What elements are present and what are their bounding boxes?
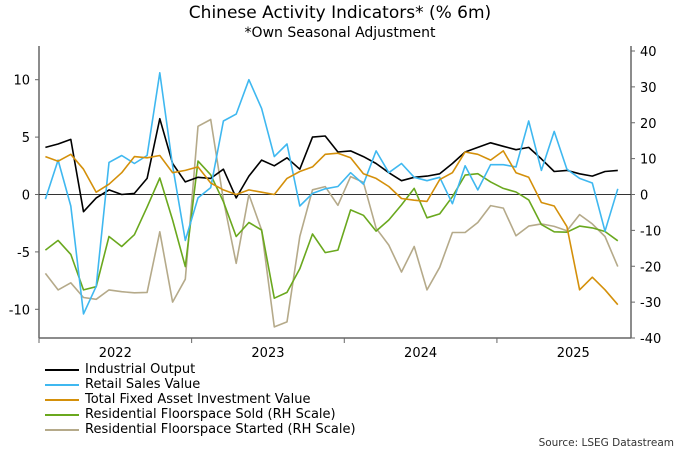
right-tick-label: 40 (640, 45, 657, 60)
x-tick-label: 2022 (99, 346, 132, 361)
chart-title: Chinese Activity Indicators* (% 6m) (188, 3, 492, 23)
x-tick-label: 2025 (557, 346, 590, 361)
x-tick-label: 2023 (251, 346, 284, 361)
legend-swatch (45, 383, 79, 386)
series-line-2 (44, 72, 619, 315)
legend-label: Residential Floorspace Started (RH Scale… (85, 422, 356, 437)
right-tick-label: 0 (640, 189, 648, 204)
series-line-5 (44, 118, 619, 328)
legend-item: Residential Floorspace Sold (RH Scale) (45, 407, 356, 422)
legend-swatch (45, 368, 79, 371)
right-tick-label: 10 (640, 153, 657, 168)
legend-swatch (45, 398, 79, 401)
series-line-4 (44, 160, 619, 300)
legend-item: Retail Sales Value (45, 377, 356, 392)
left-tick-label: 10 (13, 74, 30, 89)
legend: Industrial Output Retail Sales Value Tot… (45, 362, 356, 437)
left-tick-label: -5 (17, 246, 30, 261)
legend-label: Industrial Output (85, 362, 196, 377)
legend-label: Residential Floorspace Sold (RH Scale) (85, 407, 336, 422)
x-tick-label: 2024 (404, 346, 437, 361)
right-tick-label: -10 (640, 224, 661, 239)
left-tick-label: 5 (22, 131, 30, 146)
right-tick-label: 20 (640, 117, 657, 132)
legend-swatch (45, 428, 79, 431)
source-note: Source: LSEG Datastream (538, 437, 674, 449)
legend-label: Retail Sales Value (85, 377, 201, 392)
left-tick-label: 0 (22, 189, 30, 204)
legend-item: Residential Floorspace Started (RH Scale… (45, 422, 356, 437)
legend-item: Total Fixed Asset Investment Value (45, 392, 356, 407)
series-line-3 (45, 150, 619, 306)
right-tick-label: -20 (640, 260, 661, 275)
right-tick-label: -40 (640, 332, 661, 347)
legend-item: Industrial Output (45, 362, 356, 377)
right-tick-label: 30 (640, 81, 657, 96)
legend-label: Total Fixed Asset Investment Value (85, 392, 311, 407)
series-line-1 (45, 117, 618, 213)
legend-swatch (45, 413, 79, 416)
chart-subtitle: *Own Seasonal Adjustment (244, 25, 436, 41)
left-tick-label: -10 (9, 303, 30, 318)
right-tick-label: -30 (640, 296, 661, 311)
